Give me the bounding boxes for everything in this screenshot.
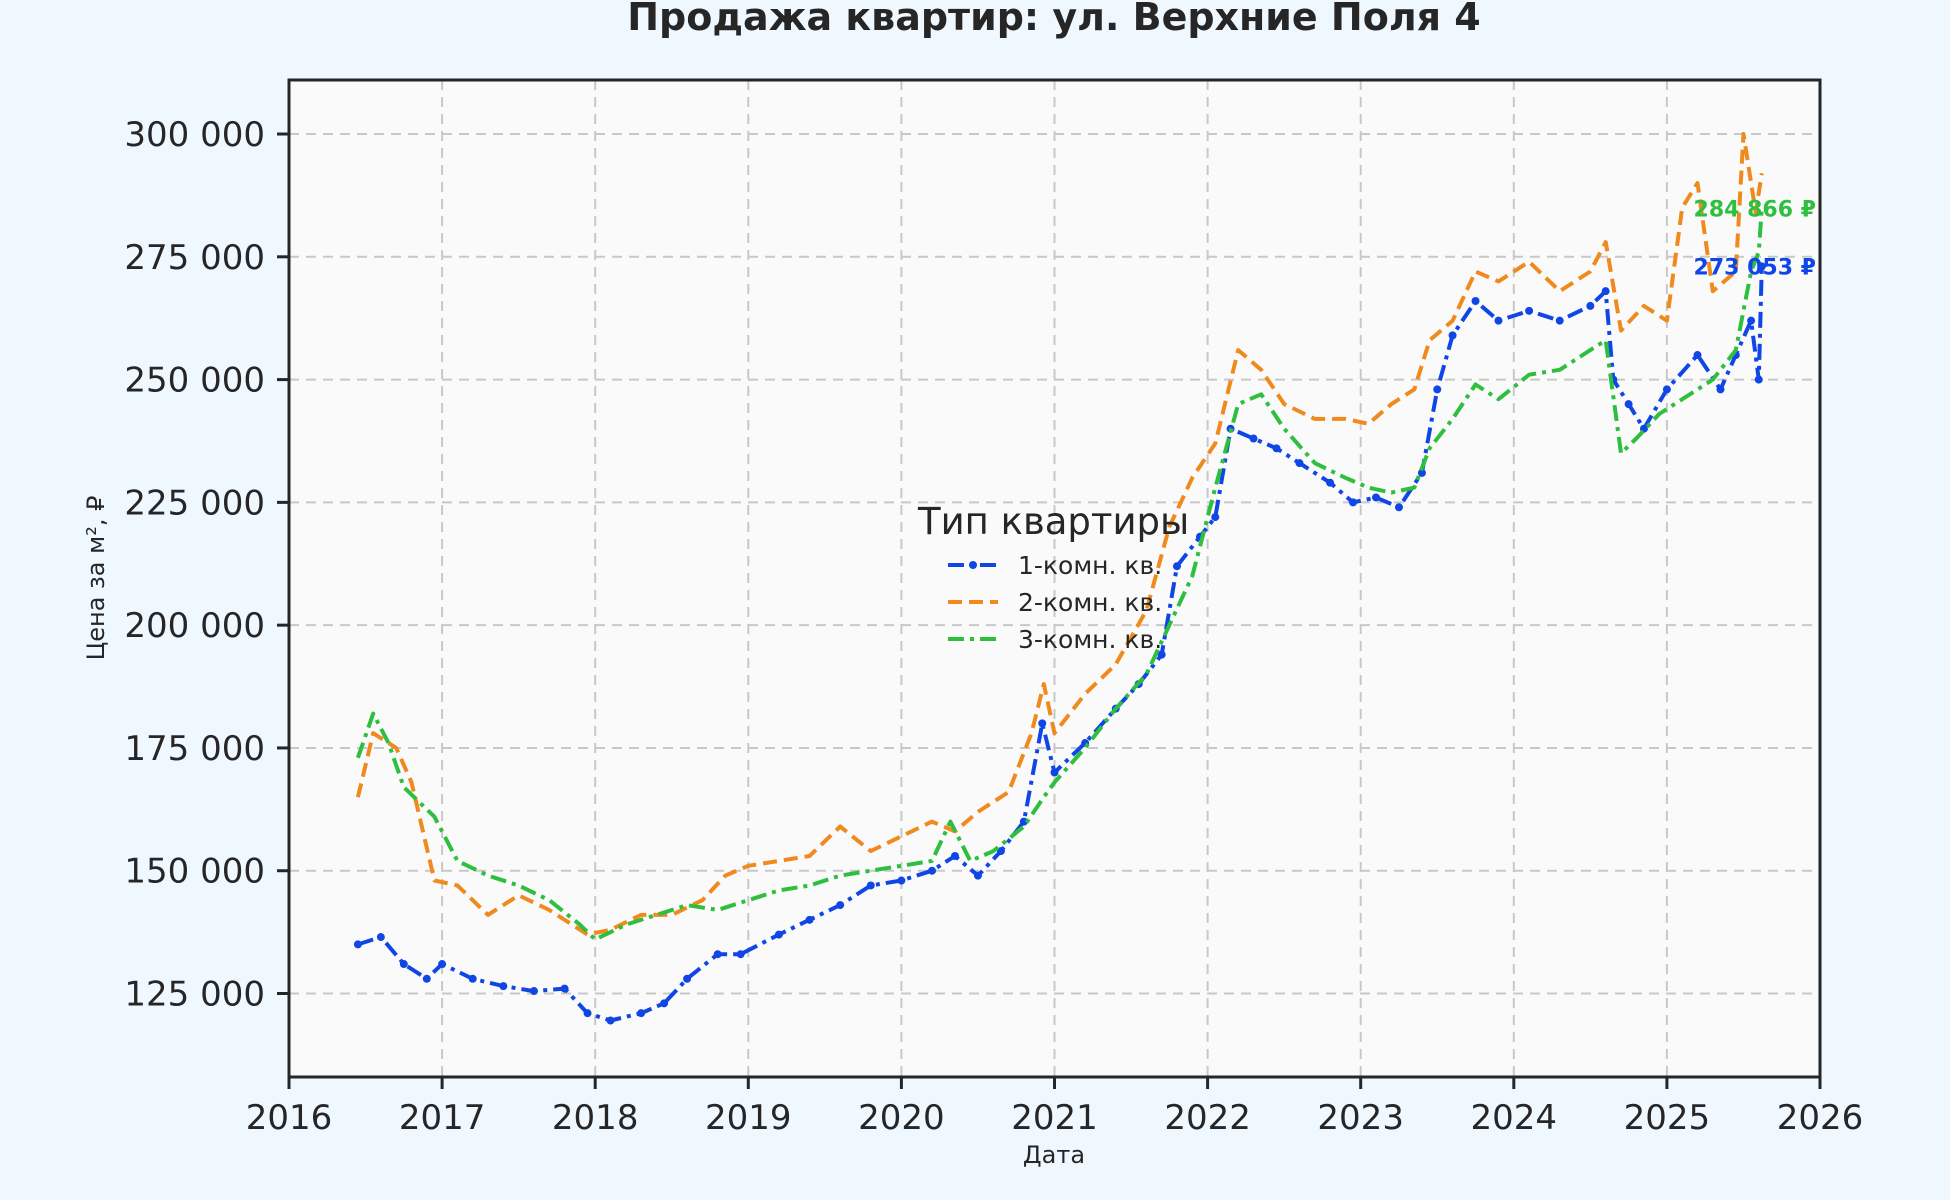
series-point-1-комн. bbox=[399, 960, 408, 969]
chart-title: Продажа квартир: ул. Верхние Поля 4 bbox=[627, 0, 1481, 39]
series-point-1-комн. bbox=[713, 950, 722, 959]
series-line-2-комн. bbox=[355, 132, 1764, 937]
series-line-3-комн. bbox=[356, 207, 1764, 942]
y-axis: 125 000 150 000 175 000 200 000 225 000 250 0… bbox=[124, 115, 289, 1015]
legend-label-3-комн.: 3-комн. кв. bbox=[1018, 625, 1162, 654]
x-tick-label: 2017 bbox=[399, 1098, 486, 1138]
end-labels: 284 866 ₽ 273 053 ₽ bbox=[1694, 197, 1816, 280]
series-point-1-комн. bbox=[866, 881, 875, 890]
series-point-1-комн. bbox=[1394, 503, 1403, 512]
series-point-1-комн. bbox=[499, 982, 508, 991]
series-point-1-комн. bbox=[973, 871, 982, 880]
series-point-1-комн. bbox=[1372, 493, 1381, 502]
y-tick-label: 275 000 bbox=[124, 238, 265, 278]
series-point-1-комн. bbox=[438, 960, 447, 969]
grid-lines bbox=[288, 80, 1821, 1077]
x-tick-label: 2020 bbox=[858, 1098, 945, 1138]
series-point-1-комн. bbox=[606, 1016, 615, 1025]
x-axis-title: Дата bbox=[1023, 1141, 1085, 1169]
series-point-1-комн. bbox=[836, 901, 845, 910]
series-point-1-комн. bbox=[1555, 316, 1564, 325]
legend-marker-1-комн. bbox=[969, 561, 977, 569]
series-point-1-комн. bbox=[1417, 468, 1426, 477]
legend-label-2-комн.: 2-комн. кв. bbox=[1018, 588, 1162, 617]
series-point-1-комн. bbox=[660, 999, 669, 1008]
series-point-1-комн. bbox=[583, 1009, 592, 1018]
series-point-1-комн. bbox=[1448, 331, 1457, 340]
series-point-1-комн. bbox=[683, 974, 692, 983]
series-point-1-комн. bbox=[1211, 513, 1220, 522]
series-point-1-комн. bbox=[1586, 301, 1595, 310]
x-tick-label: 2016 bbox=[246, 1098, 333, 1138]
series-point-1-комн. bbox=[1716, 385, 1725, 394]
series-point-1-комн. bbox=[529, 987, 538, 996]
series-point-1-комн. bbox=[353, 940, 362, 949]
legend-label-1-комн.: 1-комн. кв. bbox=[1018, 551, 1162, 580]
series-layer bbox=[353, 132, 1766, 1025]
series-point-1-комн. bbox=[1757, 262, 1766, 271]
series-point-1-комн. bbox=[1295, 459, 1304, 468]
series-point-1-комн. bbox=[1326, 478, 1335, 487]
series-point-1-комн. bbox=[376, 933, 385, 942]
x-tick-label: 2025 bbox=[1624, 1098, 1711, 1138]
series-point-1-комн. bbox=[1349, 498, 1358, 507]
series-point-1-комн. bbox=[1525, 306, 1534, 315]
x-tick-label: 2023 bbox=[1317, 1098, 1404, 1138]
series-point-1-комн. bbox=[422, 974, 431, 983]
y-tick-label: 225 000 bbox=[124, 483, 265, 523]
series-point-1-комн. bbox=[1662, 385, 1671, 394]
y-tick-label: 250 000 bbox=[124, 361, 265, 401]
x-axis: 2016 2017 2018 2019 2020 2021 2022 2023 2024 2025… bbox=[246, 1077, 1864, 1138]
y-axis-title: Цена за м², ₽ bbox=[82, 496, 110, 661]
series-point-1-комн. bbox=[928, 866, 937, 875]
series-point-1-комн. bbox=[468, 974, 477, 983]
series-point-1-комн. bbox=[774, 930, 783, 939]
legend-title: Тип квартиры bbox=[917, 500, 1189, 543]
x-tick-label: 2022 bbox=[1164, 1098, 1251, 1138]
series-point-1-комн. bbox=[1693, 351, 1702, 360]
series-point-1-комн. bbox=[1471, 297, 1480, 306]
series-point-1-комн. bbox=[736, 950, 745, 959]
y-tick-label: 175 000 bbox=[124, 729, 265, 769]
end-value-label-3-комн.: 284 866 ₽ bbox=[1694, 197, 1816, 222]
series-point-1-комн. bbox=[1601, 287, 1610, 296]
series-point-1-комн. bbox=[1433, 385, 1442, 394]
x-tick-label: 2024 bbox=[1471, 1098, 1558, 1138]
series-point-1-комн. bbox=[1272, 444, 1281, 453]
y-tick-label: 200 000 bbox=[124, 606, 265, 646]
x-tick-label: 2019 bbox=[705, 1098, 792, 1138]
series-point-1-комн. bbox=[1494, 316, 1503, 325]
x-tick-label: 2018 bbox=[552, 1098, 639, 1138]
series-point-1-комн. bbox=[1038, 719, 1047, 728]
series-point-1-комн. bbox=[1249, 434, 1258, 443]
series-point-1-комн. bbox=[1754, 375, 1763, 384]
series-point-1-комн. bbox=[950, 851, 959, 860]
series-point-1-комн. bbox=[1157, 650, 1166, 659]
series-point-1-комн. bbox=[1172, 562, 1181, 571]
x-tick-label: 2026 bbox=[1777, 1098, 1864, 1138]
series-point-1-комн. bbox=[1747, 316, 1756, 325]
end-value-label-1-комн.: 273 053 ₽ bbox=[1694, 255, 1816, 280]
series-point-1-комн. bbox=[805, 915, 814, 924]
legend: Тип квартиры 1-комн. кв. 2-комн. кв. 3-ком… bbox=[917, 500, 1189, 654]
series-point-1-комн. bbox=[897, 876, 906, 885]
y-tick-label: 300 000 bbox=[124, 115, 265, 155]
y-tick-label: 125 000 bbox=[124, 975, 265, 1015]
series-point-1-комн. bbox=[1050, 768, 1059, 777]
series-point-1-комн. bbox=[560, 984, 569, 993]
series-point-1-комн. bbox=[637, 1009, 646, 1018]
x-tick-label: 2021 bbox=[1011, 1098, 1098, 1138]
series-point-1-комн. bbox=[1019, 817, 1028, 826]
y-tick-label: 150 000 bbox=[124, 852, 265, 892]
series-point-1-комн. bbox=[1624, 400, 1633, 409]
